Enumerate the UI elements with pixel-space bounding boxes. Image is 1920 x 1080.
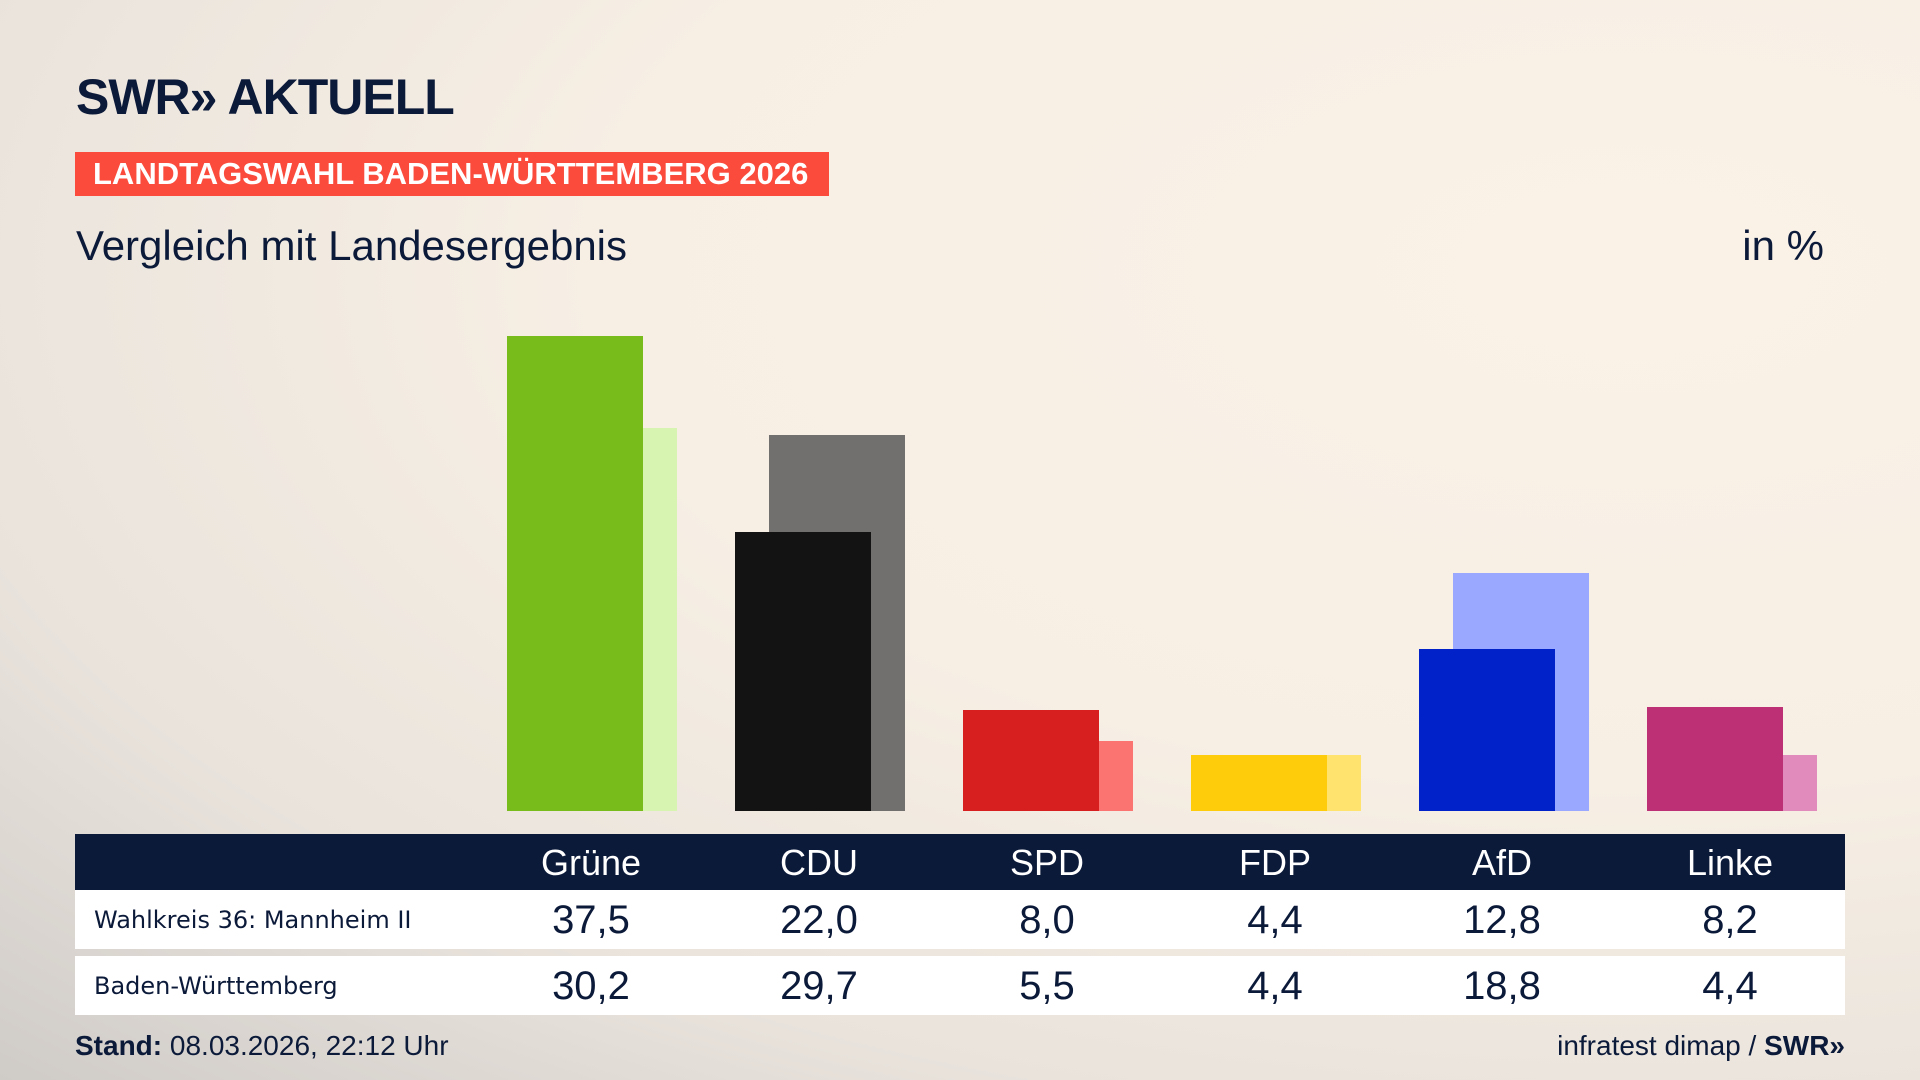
bar-fdp-wahlkreis	[1191, 755, 1327, 811]
table-header: Grüne CDU SPD FDP AfD Linke	[75, 834, 1845, 890]
data-label: 4,4	[1247, 964, 1303, 1008]
column-header: AfD	[1471, 842, 1532, 883]
unit-label: in %	[1742, 222, 1824, 269]
row-label: Wahlkreis 36: Mannheim II	[94, 906, 412, 934]
column-header: SPD	[1009, 842, 1085, 883]
data-label: 8,0	[1019, 898, 1075, 942]
data-label: 4,4	[1247, 898, 1303, 942]
data-label: 30,2	[552, 964, 630, 1008]
column-header: Linke	[1686, 842, 1774, 883]
data-label: 5,5	[1019, 964, 1075, 1008]
bar-afd-wahlkreis	[1419, 648, 1555, 811]
stand-value: 08.03.2026, 22:12 Uhr	[169, 1030, 449, 1061]
chart-subtitle: Vergleich mit Landesergebnis	[76, 222, 628, 269]
data-label: 12,8	[1463, 898, 1541, 942]
table-row-wahlkreis: Wahlkreis 36: Mannheim II 37,5 22,0 8,0 4,4…	[75, 890, 1845, 949]
data-label: 18,8	[1463, 964, 1541, 1008]
table-row-land: Baden-Württemberg 30,2 29,7 5,5 4,4 18,8 4,4	[75, 956, 1845, 1015]
data-label: 37,5	[552, 898, 630, 942]
bar-grüne-wahlkreis	[507, 335, 643, 811]
source-text: infratest dimap /	[1557, 1030, 1765, 1061]
source: infratest dimap / SWR»	[1557, 1030, 1845, 1062]
swr-logo: SWR»	[1764, 1030, 1845, 1061]
column-header: FDP	[1239, 842, 1311, 883]
stand-label: Stand:	[75, 1030, 163, 1061]
bar-cdu-wahlkreis	[735, 532, 871, 811]
bar-linke-wahlkreis	[1647, 707, 1783, 811]
data-label: 22,0	[780, 898, 858, 942]
column-header: Grüne	[540, 842, 642, 883]
swr-aktuell-logo: SWR» AKTUELL	[76, 69, 455, 125]
column-header: CDU	[780, 842, 858, 883]
timestamp: Stand: 08.03.2026, 22:12 Uhr	[75, 1030, 449, 1062]
data-label: 8,2	[1702, 898, 1758, 942]
election-banner: LANDTAGSWAHL BADEN-WÜRTTEMBERG 2026	[75, 152, 829, 196]
data-label: 4,4	[1702, 964, 1758, 1008]
row-label: Baden-Württemberg	[94, 972, 338, 1000]
bar-spd-wahlkreis	[963, 709, 1099, 811]
data-label: 29,7	[780, 964, 858, 1008]
